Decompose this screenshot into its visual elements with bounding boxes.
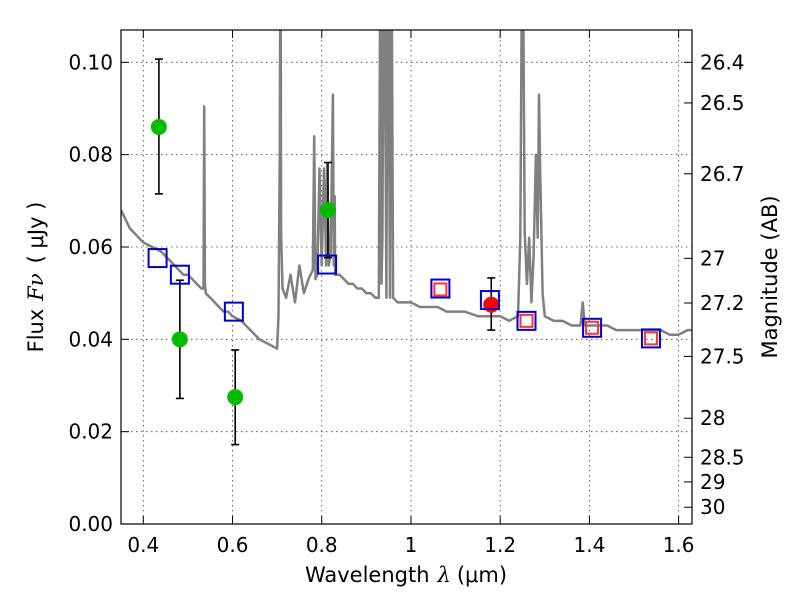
grid-lines [121, 30, 692, 525]
y-tick-label: 0.02 [68, 420, 113, 444]
y-axis-title: FluxFν( μJy ) [24, 202, 48, 353]
x-tick-label: 1.6 [663, 533, 695, 557]
data-point [483, 296, 500, 313]
y2-tick-label: 28.5 [700, 445, 745, 469]
band-flux-square [643, 331, 658, 346]
y2-tick-label: 26.7 [700, 162, 745, 186]
y2-tick-label: 27.5 [700, 344, 745, 368]
band-flux-square [317, 254, 338, 275]
axis-ticks: 0.4 0.6 0.8 1 1.2 1.4 1.6 0.00 0.02 0.04 0.06 0.08 0… [68, 30, 745, 557]
y-tick-label: 0.10 [68, 50, 113, 74]
band-flux-square [479, 290, 500, 311]
data-point [227, 389, 244, 406]
band-flux-square [169, 264, 190, 285]
x-tick-label: 0.8 [306, 533, 338, 557]
y2-tick-label: 30 [700, 495, 725, 519]
data-point [319, 202, 336, 219]
band-flux-square [433, 282, 448, 297]
band-flux-square [430, 278, 451, 299]
data-point [171, 331, 188, 348]
x-tick-label: 1.4 [573, 533, 605, 557]
band-flux-square [516, 310, 537, 331]
y2-tick-label: 26.5 [700, 91, 745, 115]
band-flux-square [585, 320, 600, 335]
band-flux-square [223, 301, 244, 322]
x-tick-label: 0.6 [217, 533, 249, 557]
x-axis-title: Wavelength λ (μm) [305, 563, 507, 587]
band-flux-square [640, 328, 661, 349]
y2-tick-label: 26.4 [700, 50, 745, 74]
y2-tick-label: 28 [700, 406, 725, 430]
plot-frame [120, 29, 693, 525]
y-tick-label: 0.08 [68, 143, 113, 167]
data-point [150, 118, 167, 135]
y-tick-label: 0.06 [68, 235, 113, 259]
x-tick-label: 1 [405, 533, 418, 557]
band-flux-square [582, 317, 603, 338]
y-tick-label: 0.04 [68, 327, 113, 351]
y2-tick-label: 29 [700, 470, 725, 494]
model-sed-line [121, 30, 692, 350]
band-flux-square [519, 313, 534, 328]
x-tick-label: 0.4 [127, 533, 159, 557]
y2-tick-label: 27.2 [700, 291, 745, 315]
y2-axis-title: Magnitude (AB) [758, 195, 782, 358]
band-flux-square [147, 248, 168, 269]
x-tick-label: 1.2 [484, 533, 516, 557]
y-tick-label: 0.00 [68, 512, 113, 536]
plot-area [121, 30, 692, 446]
y2-tick-label: 27 [700, 246, 725, 270]
